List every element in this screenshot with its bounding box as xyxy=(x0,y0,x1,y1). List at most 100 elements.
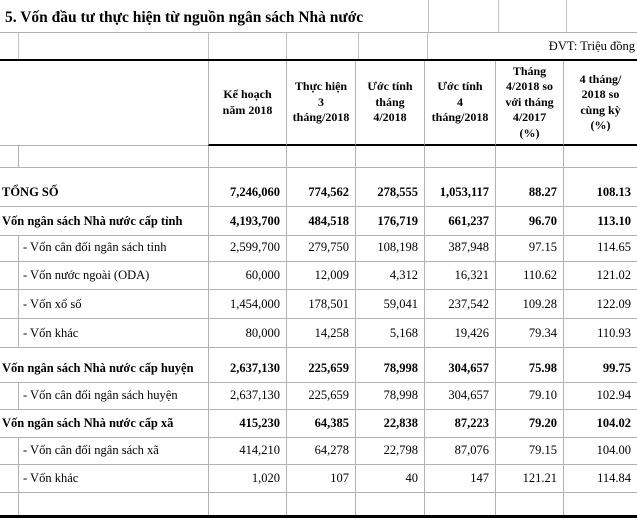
table-cell[interactable]: 16,321 xyxy=(424,262,495,289)
table-cell[interactable]: 7,246,060 xyxy=(208,168,286,206)
table-cell[interactable]: 80,000 xyxy=(208,319,286,347)
row-label[interactable]: Vốn ngân sách Nhà nước cấp xã xyxy=(2,416,174,430)
table-cell[interactable]: 14,258 xyxy=(286,319,355,347)
table-cell[interactable]: 88.27 xyxy=(495,168,563,206)
header-cell-plan-2018[interactable]: Kế hoạch năm 2018 xyxy=(208,61,286,146)
table-cell[interactable]: 102.94 xyxy=(563,383,637,409)
table-cell[interactable]: 12,009 xyxy=(286,262,355,289)
table-cell[interactable]: 121.02 xyxy=(563,262,637,289)
header-cell-pct-vs-period[interactable]: 4 tháng/ 2018 so cùng kỳ (%) xyxy=(563,61,637,146)
unit-note[interactable]: ĐVT: Triệu đồng xyxy=(548,39,635,53)
table-cell[interactable]: 661,237 xyxy=(424,207,495,235)
table-cell[interactable]: 87,223 xyxy=(424,410,495,437)
header-cell-actual-3m[interactable]: Thực hiện 3 tháng/2018 xyxy=(286,61,355,146)
empty-cell[interactable] xyxy=(495,493,563,515)
table-cell[interactable]: 96.70 xyxy=(495,207,563,235)
table-cell[interactable]: 108.13 xyxy=(563,168,637,206)
table-cell[interactable]: 122.09 xyxy=(563,290,637,318)
table-cell[interactable]: 237,542 xyxy=(424,290,495,318)
table-cell[interactable]: 113.10 xyxy=(563,207,637,235)
table-cell[interactable]: 1,454,000 xyxy=(208,290,286,318)
empty-cell[interactable] xyxy=(208,493,286,515)
table-cell[interactable]: 22,798 xyxy=(355,438,424,464)
header-cell-est-4m[interactable]: Ước tính 4 tháng/2018 xyxy=(424,61,495,146)
row-label[interactable]: - Vốn cân đối ngân sách xã xyxy=(18,438,208,464)
table-cell[interactable]: 104.00 xyxy=(563,438,637,464)
table-cell[interactable]: 2,637,130 xyxy=(208,348,286,382)
empty-cell[interactable] xyxy=(563,146,637,167)
sheet-title[interactable]: 5. Vốn đầu tư thực hiện từ nguồn ngân sá… xyxy=(5,9,364,26)
table-cell[interactable]: 176,719 xyxy=(355,207,424,235)
empty-cell[interactable] xyxy=(18,493,208,515)
table-cell[interactable]: 121.21 xyxy=(495,465,563,492)
table-cell[interactable]: 279,750 xyxy=(286,236,355,261)
empty-cell[interactable] xyxy=(495,146,563,167)
empty-cell[interactable] xyxy=(355,493,424,515)
table-cell[interactable]: 1,020 xyxy=(208,465,286,492)
table-cell[interactable]: 99.75 xyxy=(563,348,637,382)
table-cell[interactable]: 774,562 xyxy=(286,168,355,206)
table-cell[interactable]: 79.10 xyxy=(495,383,563,409)
row-label[interactable]: - Vốn khác xyxy=(18,465,208,492)
table-cell[interactable]: 64,278 xyxy=(286,438,355,464)
empty-cell[interactable] xyxy=(18,146,208,167)
table-cell[interactable]: 40 xyxy=(355,465,424,492)
table-cell[interactable]: 60,000 xyxy=(208,262,286,289)
table-cell[interactable]: 109.28 xyxy=(495,290,563,318)
row-label[interactable]: - Vốn nước ngoài (ODA) xyxy=(18,262,208,289)
empty-cell[interactable] xyxy=(286,493,355,515)
table-cell[interactable]: 5,168 xyxy=(355,319,424,347)
table-cell[interactable]: 104.02 xyxy=(563,410,637,437)
table-cell[interactable]: 79.34 xyxy=(495,319,563,347)
table-cell[interactable]: 178,501 xyxy=(286,290,355,318)
empty-cell[interactable] xyxy=(424,493,495,515)
empty-cell[interactable] xyxy=(208,146,286,167)
table-cell[interactable]: 4,312 xyxy=(355,262,424,289)
table-cell[interactable]: 108,198 xyxy=(355,236,424,261)
table-cell[interactable]: 2,637,130 xyxy=(208,383,286,409)
table-cell[interactable]: 114.84 xyxy=(563,465,637,492)
row-label[interactable]: Vốn ngân sách Nhà nước cấp huyện xyxy=(2,361,194,375)
empty-cell[interactable] xyxy=(563,493,637,515)
row-label[interactable]: Vốn ngân sách Nhà nước cấp tỉnh xyxy=(2,214,183,228)
table-cell[interactable]: 87,076 xyxy=(424,438,495,464)
row-label[interactable]: - Vốn cân đối ngân sách huyện xyxy=(18,383,208,409)
table-cell[interactable]: 1,053,117 xyxy=(424,168,495,206)
table-cell[interactable]: 147 xyxy=(424,465,495,492)
table-cell[interactable]: 78,998 xyxy=(355,348,424,382)
empty-cell[interactable] xyxy=(424,146,495,167)
row-label[interactable]: - Vốn khác xyxy=(18,319,208,347)
table-cell[interactable]: 415,230 xyxy=(208,410,286,437)
row-label[interactable]: - Vốn cân đối ngân sách tỉnh xyxy=(18,236,208,261)
table-cell[interactable]: 114.65 xyxy=(563,236,637,261)
table-cell[interactable]: 97.15 xyxy=(495,236,563,261)
table-cell[interactable]: 22,838 xyxy=(355,410,424,437)
row-label[interactable]: - Vốn xổ số xyxy=(18,290,208,318)
table-cell[interactable]: 64,385 xyxy=(286,410,355,437)
table-cell[interactable]: 59,041 xyxy=(355,290,424,318)
row-label[interactable]: TỔNG SỐ xyxy=(2,185,59,199)
table-cell[interactable]: 225,659 xyxy=(286,348,355,382)
table-cell[interactable]: 75.98 xyxy=(495,348,563,382)
table-cell[interactable]: 2,599,700 xyxy=(208,236,286,261)
table-cell[interactable]: 79.20 xyxy=(495,410,563,437)
header-label-cell[interactable] xyxy=(0,61,208,146)
table-cell[interactable]: 110.62 xyxy=(495,262,563,289)
table-cell[interactable]: 4,193,700 xyxy=(208,207,286,235)
empty-cell[interactable] xyxy=(355,146,424,167)
table-cell[interactable]: 110.93 xyxy=(563,319,637,347)
header-cell-est-month4[interactable]: Ước tính tháng 4/2018 xyxy=(355,61,424,146)
empty-cell[interactable] xyxy=(286,146,355,167)
table-cell[interactable]: 278,555 xyxy=(355,168,424,206)
header-cell-pct-vs-month[interactable]: Tháng 4/2018 so với tháng 4/2017 (%) xyxy=(495,61,563,146)
table-cell[interactable]: 304,657 xyxy=(424,383,495,409)
table-cell[interactable]: 79.15 xyxy=(495,438,563,464)
table-cell[interactable]: 387,948 xyxy=(424,236,495,261)
table-cell[interactable]: 304,657 xyxy=(424,348,495,382)
table-cell[interactable]: 78,998 xyxy=(355,383,424,409)
table-cell[interactable]: 225,659 xyxy=(286,383,355,409)
table-cell[interactable]: 107 xyxy=(286,465,355,492)
table-cell[interactable]: 414,210 xyxy=(208,438,286,464)
table-cell[interactable]: 19,426 xyxy=(424,319,495,347)
table-cell[interactable]: 484,518 xyxy=(286,207,355,235)
